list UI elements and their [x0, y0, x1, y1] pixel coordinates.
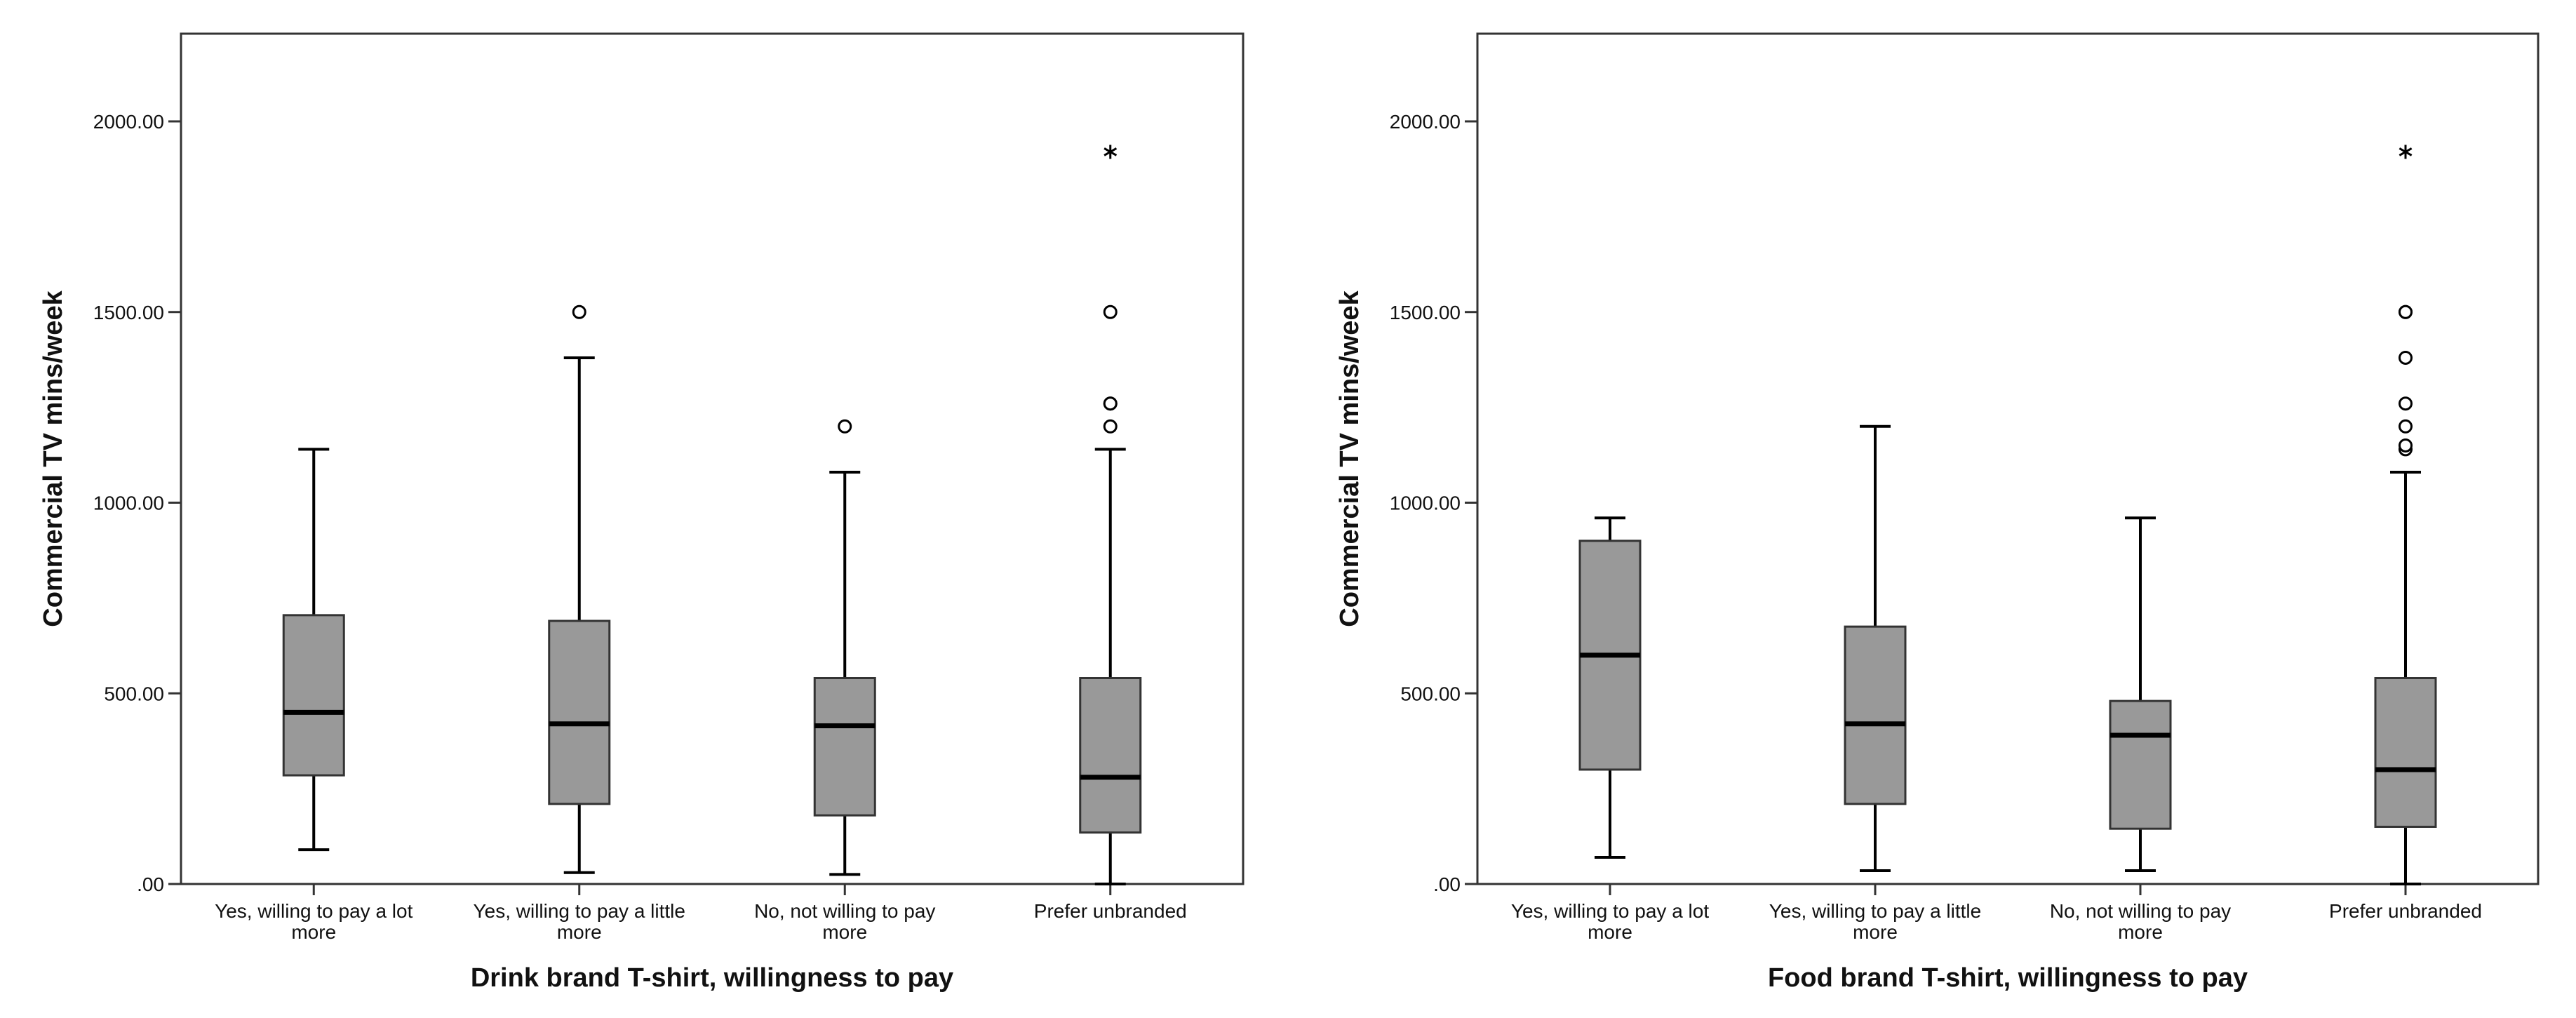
- iqr-box: [2374, 677, 2437, 828]
- category-label: Prefer unbranded: [1034, 900, 1187, 922]
- y-axis-title: Commercial TV mins/week: [39, 290, 68, 627]
- extreme-point-stroke: [2399, 147, 2413, 156]
- iqr-box: [282, 614, 345, 777]
- y-tick-label: 500.00: [1400, 683, 1461, 704]
- iqr-box: [813, 677, 876, 817]
- y-tick-label: 1000.00: [1390, 493, 1461, 514]
- y-tick-label: 1500.00: [1390, 302, 1461, 323]
- y-tick-label: 2000.00: [93, 111, 164, 133]
- outlier-point: [2399, 396, 2413, 411]
- y-tick-label: 1000.00: [93, 493, 164, 514]
- category-label: Yes, willing to pay a little: [474, 900, 685, 922]
- outlier-point: [838, 419, 852, 434]
- y-axis-title: Commercial TV mins/week: [1335, 290, 1364, 627]
- category-label: Yes, willing to pay a lot: [1511, 900, 1709, 922]
- category-label: Prefer unbranded: [2329, 900, 2482, 922]
- plot-frame: [1476, 32, 2540, 885]
- iqr-box: [1079, 677, 1142, 834]
- x-axis-title: Drink brand T-shirt, willingness to pay: [471, 963, 953, 993]
- category-label: more: [1588, 921, 1632, 943]
- outlier-point: [1103, 396, 1118, 411]
- iqr-box: [548, 619, 611, 805]
- category-label: more: [822, 921, 867, 943]
- outlier-point: [572, 304, 586, 319]
- extreme-point-stroke: [1103, 147, 1118, 156]
- x-axis-title: Food brand T-shirt, willingness to pay: [1768, 963, 2248, 993]
- outlier-point: [2399, 419, 2413, 434]
- y-tick-label: 2000.00: [1390, 111, 1461, 133]
- category-label: Yes, willing to pay a little: [1769, 900, 1981, 922]
- y-tick-label: .00: [1433, 873, 1461, 895]
- iqr-box: [2109, 699, 2172, 830]
- category-label: No, not willing to pay: [2050, 900, 2231, 922]
- category-label: more: [2118, 921, 2163, 943]
- category-label: No, not willing to pay: [754, 900, 935, 922]
- category-label: more: [291, 921, 336, 943]
- outlier-point: [2399, 304, 2413, 319]
- y-tick-label: 1500.00: [93, 302, 164, 323]
- outlier-point: [1103, 419, 1118, 434]
- y-tick-label: 500.00: [104, 683, 164, 704]
- category-label: more: [1853, 921, 1898, 943]
- plot-frame: [180, 32, 1245, 885]
- outlier-point: [1103, 304, 1118, 319]
- extreme-point: [2399, 145, 2413, 159]
- outlier-point: [2399, 350, 2413, 365]
- y-tick-label: .00: [137, 873, 164, 895]
- category-label: Yes, willing to pay a lot: [215, 900, 412, 922]
- outlier-point: [2399, 438, 2413, 453]
- iqr-box: [1844, 625, 1907, 805]
- extreme-point: [1103, 145, 1118, 159]
- category-label: more: [557, 921, 602, 943]
